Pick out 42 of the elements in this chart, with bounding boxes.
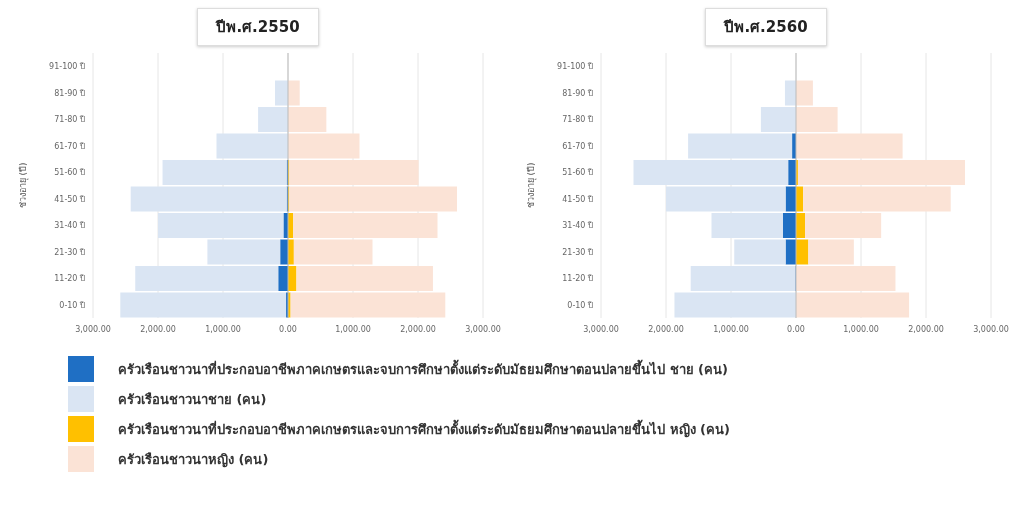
legend-label: ครัวเรือนชาวนาชาย (คน): [118, 390, 267, 409]
y-tick-label: 31-40 ปี: [562, 221, 593, 231]
legend-label: ครัวเรือนชาวนาที่ประกอบอาชีพภาคเกษตรและจบการศึกษาตั้งแต่ระดับมัธยมศึกษาตอนปลายขึ้นไป ชาย (คน): [118, 358, 728, 379]
legend-label: ครัวเรือนชาวนาที่ประกอบอาชีพภาคเกษตรและจบการศึกษาตั้งแต่ระดับมัธยมศึกษาตอนปลายขึ้นไป หญิง (คน): [118, 418, 730, 440]
x-tick-label: 2,000.00: [400, 324, 436, 334]
x-tick-label: 1,000.00: [335, 324, 371, 334]
y-tick-label: 0-10 ปี: [59, 300, 85, 310]
y-tick-label: 91-100 ปี: [49, 62, 85, 72]
y-tick-label: 51-60 ปี: [562, 168, 593, 178]
x-tick-label: 1,000.00: [205, 324, 241, 334]
x-tick-label: 1,000.00: [843, 324, 879, 334]
x-tick-label: 2,000.00: [648, 324, 684, 334]
y-tick-label: 21-30 ปี: [54, 247, 85, 257]
y-tick-label: 41-50 ปี: [562, 194, 593, 204]
y-tick-label: 71-80 ปี: [54, 115, 85, 125]
y-tick-label: 0-10 ปี: [567, 300, 593, 310]
y-tick-label: 11-20 ปี: [54, 274, 85, 284]
x-tick-label: 3,000.00: [75, 324, 111, 334]
y-tick-label: 81-90 ปี: [562, 88, 593, 98]
y-tick-label: 71-80 ปี: [562, 115, 593, 125]
y-tick-label: 11-20 ปี: [562, 274, 593, 284]
y-tick-label: 51-60 ปี: [54, 168, 85, 178]
x-tick-label: 0.00: [279, 324, 297, 334]
x-tick-label: 2,000.00: [908, 324, 944, 334]
x-tick-label: 0.00: [787, 324, 805, 334]
legend-label: ครัวเรือนชาวนาหญิง (คน): [118, 450, 269, 470]
x-tick-label: 2,000.00: [140, 324, 176, 334]
y-axis-title: ช่วงอายุ (ปี): [18, 162, 30, 209]
y-tick-label: 41-50 ปี: [54, 194, 85, 204]
x-tick-label: 1,000.00: [713, 324, 749, 334]
chart-title: ปีพ.ศ.2550: [197, 8, 319, 46]
y-tick-label: 31-40 ปี: [54, 221, 85, 231]
chart-title: ปีพ.ศ.2560: [705, 8, 827, 46]
y-tick-label: 61-70 ปี: [54, 141, 85, 151]
y-tick-label: 91-100 ปี: [557, 62, 593, 72]
y-tick-label: 61-70 ปี: [562, 141, 593, 151]
y-axis-title: ช่วงอายุ (ปี): [526, 162, 538, 209]
y-tick-label: 81-90 ปี: [54, 88, 85, 98]
x-tick-label: 3,000.00: [583, 324, 619, 334]
x-tick-label: 3,000.00: [465, 324, 501, 334]
y-tick-label: 21-30 ปี: [562, 247, 593, 257]
x-tick-label: 3,000.00: [973, 324, 1009, 334]
